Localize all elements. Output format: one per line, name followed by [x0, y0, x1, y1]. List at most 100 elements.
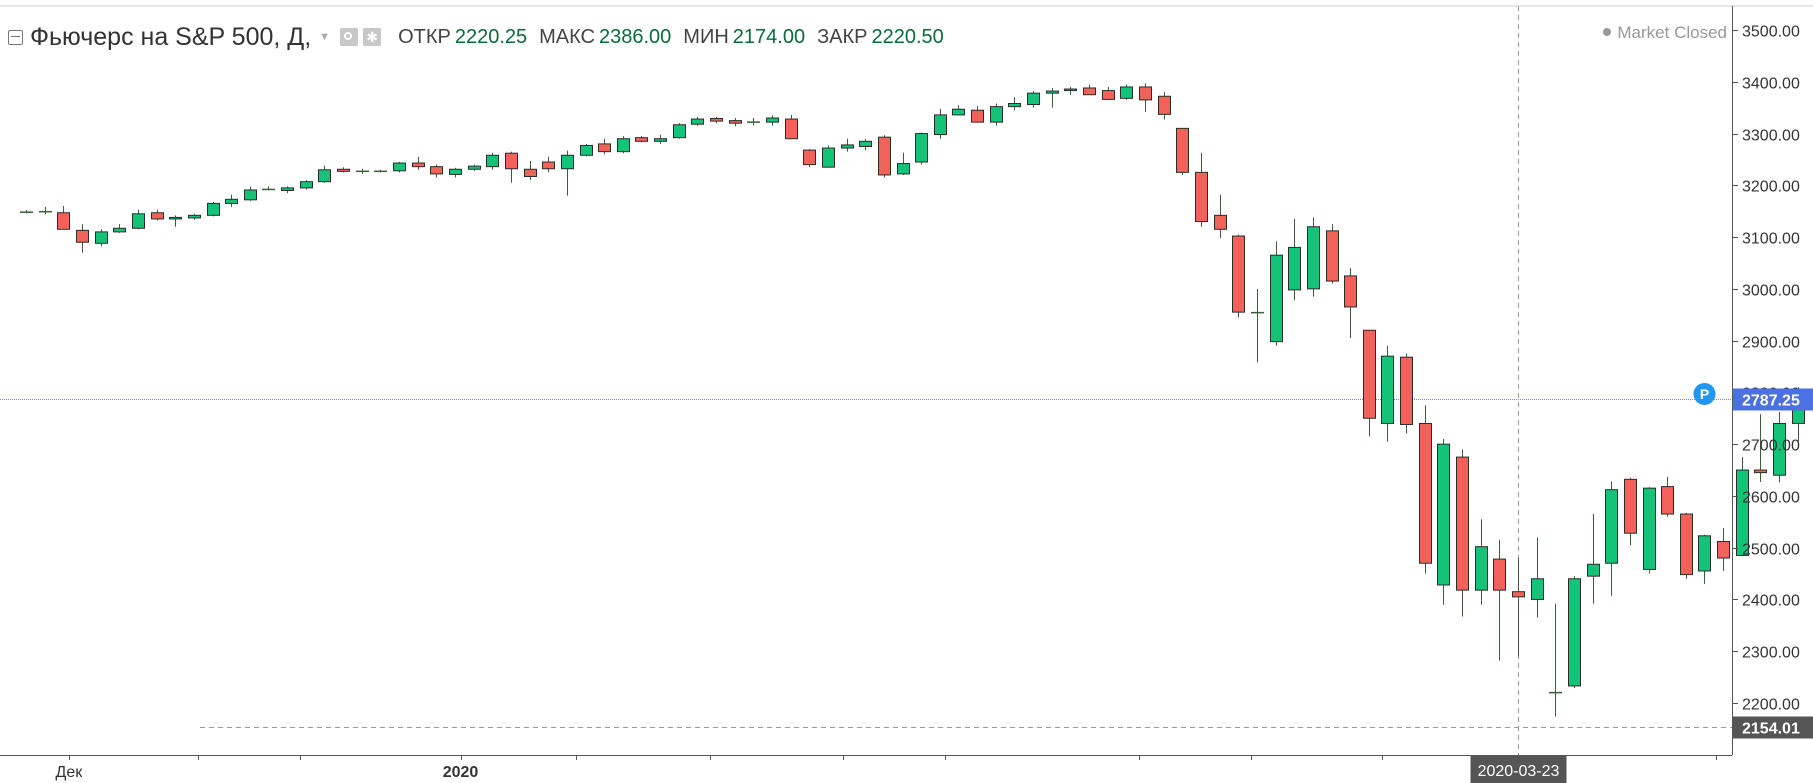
candle-body [1344, 275, 1357, 308]
candles [20, 83, 1813, 717]
price-axis: 2200.00 2300.00 2400.00 2500.00 2600.00 2700.… [1732, 6, 1800, 755]
candle-body [934, 114, 947, 136]
last-price-label: 2787.25 [1742, 393, 1800, 410]
candle [1624, 477, 1637, 546]
candle-body [1270, 254, 1283, 343]
symbol-title[interactable]: Фьючерс на S&P 500, Д, [30, 22, 312, 51]
gear-icon[interactable] [363, 28, 382, 46]
candle [1587, 514, 1600, 604]
y-tick-label: 3000.00 [1742, 283, 1800, 300]
candle-body [952, 108, 965, 116]
candle-body [300, 181, 313, 189]
legend-header: Фьючерс на S&P 500, Д, ▼ ОТКР 2220.25 МА… [8, 22, 944, 52]
candle [878, 135, 891, 178]
high-label: МАКС [539, 25, 595, 48]
candle-body [524, 168, 537, 178]
candle [1717, 528, 1730, 571]
marker-label: P [1700, 386, 1709, 402]
candle-body [337, 168, 350, 172]
candle [859, 138, 872, 151]
candle [710, 116, 723, 124]
y-tick-label: 3400.00 [1742, 76, 1800, 93]
candle [1493, 539, 1506, 661]
candle-body [1083, 87, 1096, 96]
candle-body [151, 212, 164, 220]
candle-body [1400, 356, 1413, 425]
candle-body [1139, 86, 1152, 101]
candle-body [1568, 578, 1581, 687]
candle-body [169, 216, 182, 220]
open-label: ОТКР [398, 25, 451, 48]
candle-body [449, 168, 462, 175]
candle [300, 180, 313, 190]
candle [1027, 91, 1040, 108]
candle-body [635, 137, 648, 142]
candle [113, 224, 126, 233]
candle-body [1493, 558, 1506, 591]
candle-body [1027, 92, 1040, 106]
candle-body [430, 166, 443, 175]
candle [673, 123, 686, 139]
y-tick-label: 2600.00 [1742, 490, 1800, 507]
y-tick-label: 3300.00 [1742, 128, 1800, 145]
candle [1549, 603, 1562, 717]
candle [57, 206, 70, 230]
candle-body [1773, 422, 1786, 476]
candle-body [318, 169, 331, 183]
y-tick-label: 2900.00 [1742, 335, 1800, 352]
candle [542, 156, 555, 173]
candle [1064, 86, 1077, 95]
candle [169, 215, 182, 227]
candle [617, 136, 630, 154]
candle [1512, 558, 1525, 657]
candle [635, 136, 648, 143]
candle-body [1064, 88, 1077, 92]
x-tick-label: Дек [56, 764, 84, 781]
candle [262, 186, 275, 191]
candle [1176, 127, 1189, 175]
candle [1326, 224, 1339, 284]
candle [281, 186, 294, 194]
high-value: 2386.00 [599, 25, 672, 48]
candle-body [897, 163, 910, 175]
y-tick-label: 2400.00 [1742, 593, 1800, 610]
candle-body [1381, 355, 1394, 424]
collapse-icon[interactable] [8, 29, 23, 45]
y-tick-label: 2700.00 [1742, 438, 1800, 455]
eye-icon[interactable] [340, 28, 359, 46]
candle-body [468, 165, 481, 170]
candle [580, 143, 593, 157]
candle-body [878, 136, 891, 176]
candle [1008, 97, 1021, 111]
candle [374, 169, 387, 173]
close-label: ЗАКР [817, 25, 868, 48]
candle [841, 138, 854, 152]
candle [1288, 218, 1301, 301]
candle-body [691, 118, 704, 125]
candle [1083, 84, 1096, 96]
candle [1437, 438, 1450, 605]
candle [151, 209, 164, 221]
candle [505, 151, 518, 183]
candle [747, 118, 760, 126]
candle-body [1680, 513, 1693, 576]
status-dot-icon [1603, 27, 1612, 36]
candle-body [1717, 540, 1730, 559]
candle [1046, 87, 1059, 108]
candle-body [281, 187, 294, 191]
candle-body [617, 138, 630, 153]
candle [691, 116, 704, 126]
last-price-badge [1733, 388, 1813, 411]
candle [1698, 534, 1711, 584]
crosshair-price-badge [1733, 716, 1813, 739]
candle-body [1102, 90, 1115, 100]
overlay-labels: P 2787.25 2154.01 2020-03-23 [1470, 382, 1813, 783]
candle-body [132, 213, 145, 229]
candle-body [1661, 486, 1674, 515]
chevron-down-icon[interactable]: ▼ [319, 31, 331, 43]
candle-body [1176, 127, 1189, 173]
open-value: 2220.25 [454, 25, 528, 48]
market-status: Market Closed [1603, 23, 1727, 43]
y-tick-label: 2300.00 [1742, 645, 1800, 662]
